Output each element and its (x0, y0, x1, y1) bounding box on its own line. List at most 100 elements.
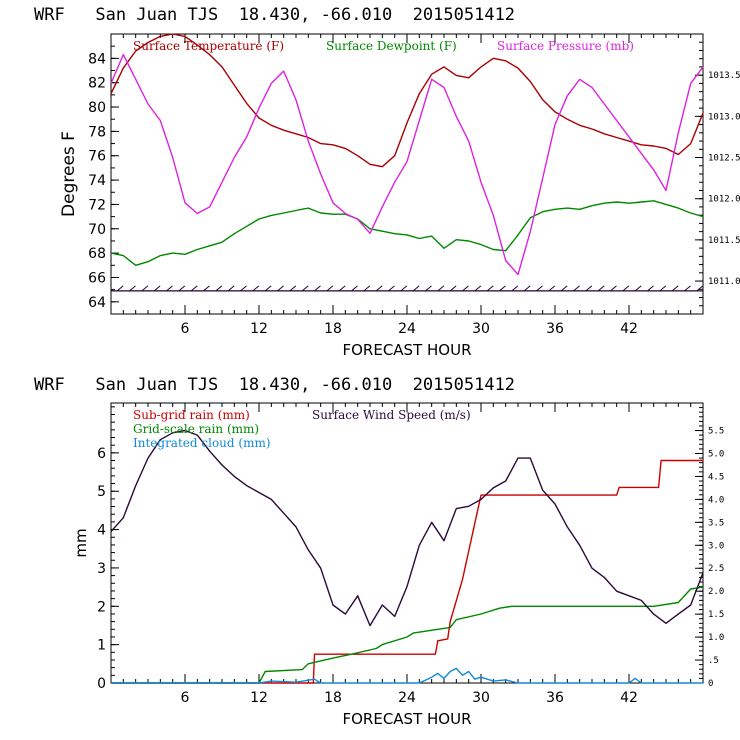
wind-barb (696, 285, 704, 292)
wind-barb (412, 285, 420, 292)
wind-barb (375, 285, 383, 292)
y2-tick-label: 5.5 (708, 427, 724, 437)
temperature-chart-panel: WRF San Juan TJS 18.430, -66.010 2015051… (34, 5, 740, 359)
wind-barb (388, 285, 395, 292)
x-tick-label: 12 (250, 690, 268, 706)
wind-barb (178, 285, 186, 292)
y2-tick-label: 3.5 (708, 518, 724, 528)
wind-barb (560, 285, 568, 292)
y-tick-label: 0 (97, 676, 106, 692)
wind-barb (277, 285, 284, 292)
wind-barb (129, 285, 136, 292)
x-axis-label: FORECAST HOUR (342, 341, 471, 359)
y-tick-label: 64 (88, 295, 106, 311)
wind-barb (203, 285, 210, 292)
legend-pressure: Surface Pressure (mb) (497, 39, 634, 53)
axis-ticks: 6 12 18 24 30 36 4201234560.51.01.52.02.53.03.… (97, 403, 724, 706)
wind-barb (153, 285, 161, 292)
y-tick-label: 2 (97, 599, 106, 615)
y-tick-label: 72 (88, 197, 106, 213)
x-tick-label: 6 (181, 690, 190, 706)
wind-barb (326, 285, 334, 292)
legend-integrated-cloud: Integrated cloud (mm) (133, 436, 271, 450)
y2-tick-label: 1.5 (708, 610, 724, 620)
series-group (110, 33, 704, 276)
y-tick-label: 1 (97, 638, 106, 654)
y-tick-label: 78 (88, 124, 106, 140)
y2-tick-label: 3.0 (708, 541, 724, 551)
wind-barb (659, 285, 667, 292)
wind-barb (264, 285, 272, 292)
chart-title: WRF San Juan TJS 18.430, -66.010 2015051… (34, 375, 515, 395)
wind-barb (301, 285, 309, 292)
y-tick-label: 74 (88, 173, 106, 189)
x-tick-label: 6 (181, 321, 190, 337)
legend-subgrid-rain: Sub-grid rain (mm) (133, 408, 250, 422)
x-tick-label: 24 (398, 690, 416, 706)
y-tick-label: 6 (97, 446, 106, 462)
y2-tick-label: 1.0 (708, 633, 724, 643)
wind-barb (597, 285, 605, 292)
y-tick-label: 66 (88, 270, 106, 286)
series-line-surface-pressure-mb (110, 53, 704, 276)
wind-barb (400, 285, 408, 292)
wind-barb (166, 285, 173, 292)
series-line-surface-dewpoint-f (110, 200, 704, 266)
y2-tick-label: 2.5 (708, 564, 724, 574)
y2-tick-label: 5.0 (708, 449, 724, 459)
legend-wind-speed: Surface Wind Speed (m/s) (312, 408, 471, 422)
wind-barb (363, 285, 371, 292)
series-line-surface-temperature-f (110, 33, 704, 168)
plot-frame (110, 33, 704, 315)
x-axis-label: FORECAST HOUR (342, 710, 471, 728)
y2-tick-label: 4.0 (708, 495, 724, 505)
wind-barb (314, 285, 321, 292)
y-tick-label: 84 (88, 51, 106, 67)
wind-barb (647, 285, 654, 292)
wind-barb (215, 285, 223, 292)
y2-tick-label: 0 (708, 679, 713, 689)
x-tick-label: 30 (472, 690, 490, 706)
x-tick-label: 42 (620, 690, 638, 706)
series-group (110, 429, 704, 684)
wind-barb (449, 285, 457, 292)
x-tick-label: 42 (620, 321, 638, 337)
y-tick-label: 76 (88, 149, 106, 165)
series-line-grid-scale-rain-mm (111, 586, 704, 684)
y2-tick-label: 1013.0 (708, 112, 740, 122)
rain-chart-panel: WRF San Juan TJS 18.430, -66.010 2015051… (34, 375, 724, 728)
legend-temperature: Surface Temperature (F) (133, 39, 284, 53)
chart-title: WRF San Juan TJS 18.430, -66.010 2015051… (34, 5, 515, 25)
wind-barb (437, 285, 445, 292)
wind-barb (141, 285, 149, 292)
y-tick-label: 5 (97, 484, 106, 500)
y2-tick-label: 2.0 (708, 587, 724, 597)
axis-ticks: 6 12 18 24 30 36 42 64 66 68 70 72 74 76 78 80 82 84 1011.… (88, 34, 740, 337)
y2-tick-label: 1011.5 (708, 236, 740, 246)
wind-barbs (111, 285, 704, 292)
y-tick-label: 70 (88, 222, 106, 238)
y2-tick-label: 4.5 (708, 472, 724, 482)
y2-tick-label: 1012.5 (708, 154, 740, 164)
y-axis-label: Degrees F (59, 131, 79, 217)
wind-barb (511, 285, 519, 292)
wind-barb (462, 285, 469, 292)
series-line-integrated-cloud-mm (111, 667, 703, 684)
wind-barb (573, 285, 580, 292)
y2-tick-label: 1011.0 (708, 277, 740, 287)
x-tick-label: 18 (324, 690, 342, 706)
y2-tick-label: 1012.0 (708, 195, 740, 205)
wind-barb (536, 285, 543, 292)
legend-dewpoint: Surface Dewpoint (F) (326, 39, 457, 53)
wind-barb (486, 285, 494, 292)
wind-barb (425, 285, 432, 292)
x-tick-label: 36 (546, 321, 564, 337)
wind-barb (240, 285, 247, 292)
wind-barb (548, 285, 556, 292)
y-tick-label: 82 (88, 76, 106, 92)
y-tick-label: 68 (88, 246, 106, 262)
wind-barb (684, 285, 691, 292)
y-axis-label: mm (72, 528, 90, 557)
wind-barb (585, 285, 593, 292)
